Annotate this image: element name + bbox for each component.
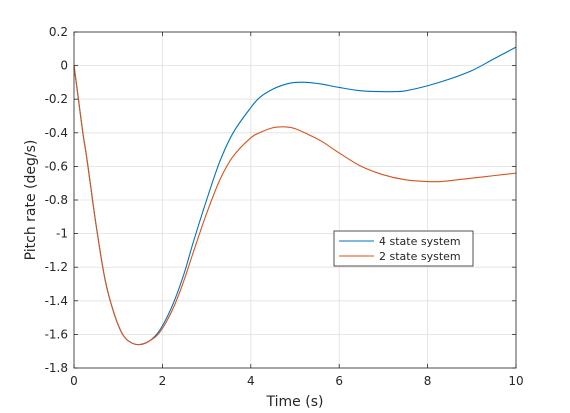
y-tick-label: -1.4: [45, 294, 68, 308]
y-tick-label: -1.2: [45, 260, 68, 274]
legend-label-4-state-system: 4 state system: [379, 235, 461, 248]
x-tick-label: 4: [247, 374, 255, 388]
y-tick-label: 0.2: [49, 25, 68, 39]
y-tick-label: -1: [56, 227, 68, 241]
series-line-2-state-system: [73, 65, 517, 346]
x-tick-label: 0: [70, 374, 78, 388]
x-axis-label: Time (s): [266, 394, 324, 410]
y-tick-label: -1.6: [45, 327, 68, 341]
legend: 4 state system 2 state system: [333, 230, 474, 267]
y-axis-label: Pitch rate (deg/s): [23, 140, 39, 261]
y-tick-label: -0.6: [45, 159, 68, 173]
y-tick-label: 0: [60, 59, 68, 73]
x-tick-label: 6: [335, 374, 343, 388]
y-tick-label: -0.4: [45, 126, 68, 140]
x-tick-label: 10: [508, 374, 523, 388]
series-layer: [73, 46, 517, 346]
y-tick-label: -0.8: [45, 193, 68, 207]
y-tick-label: -0.2: [45, 92, 68, 106]
x-tick-label: 2: [159, 374, 167, 388]
y-tick-label: -1.8: [45, 361, 68, 375]
legend-box: [333, 230, 474, 267]
axis-ticks: 0 2 4 6 8 10 0.2 0 -0.2 -0.4 -0.6 -0.8 -1 -1.2 -1.4 -1.…: [45, 25, 524, 388]
legend-label-2-state-system: 2 state system: [379, 250, 461, 263]
x-tick-label: 8: [424, 374, 432, 388]
